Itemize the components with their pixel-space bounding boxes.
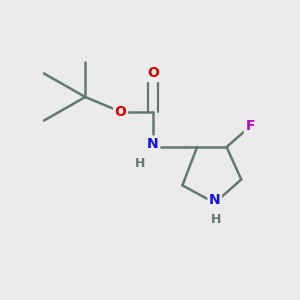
Text: O: O (115, 105, 127, 119)
Text: N: N (147, 137, 159, 151)
Text: H: H (134, 157, 145, 170)
Text: O: O (147, 66, 159, 80)
Text: N: N (209, 193, 220, 207)
Text: F: F (245, 119, 255, 134)
Text: H: H (211, 213, 221, 226)
